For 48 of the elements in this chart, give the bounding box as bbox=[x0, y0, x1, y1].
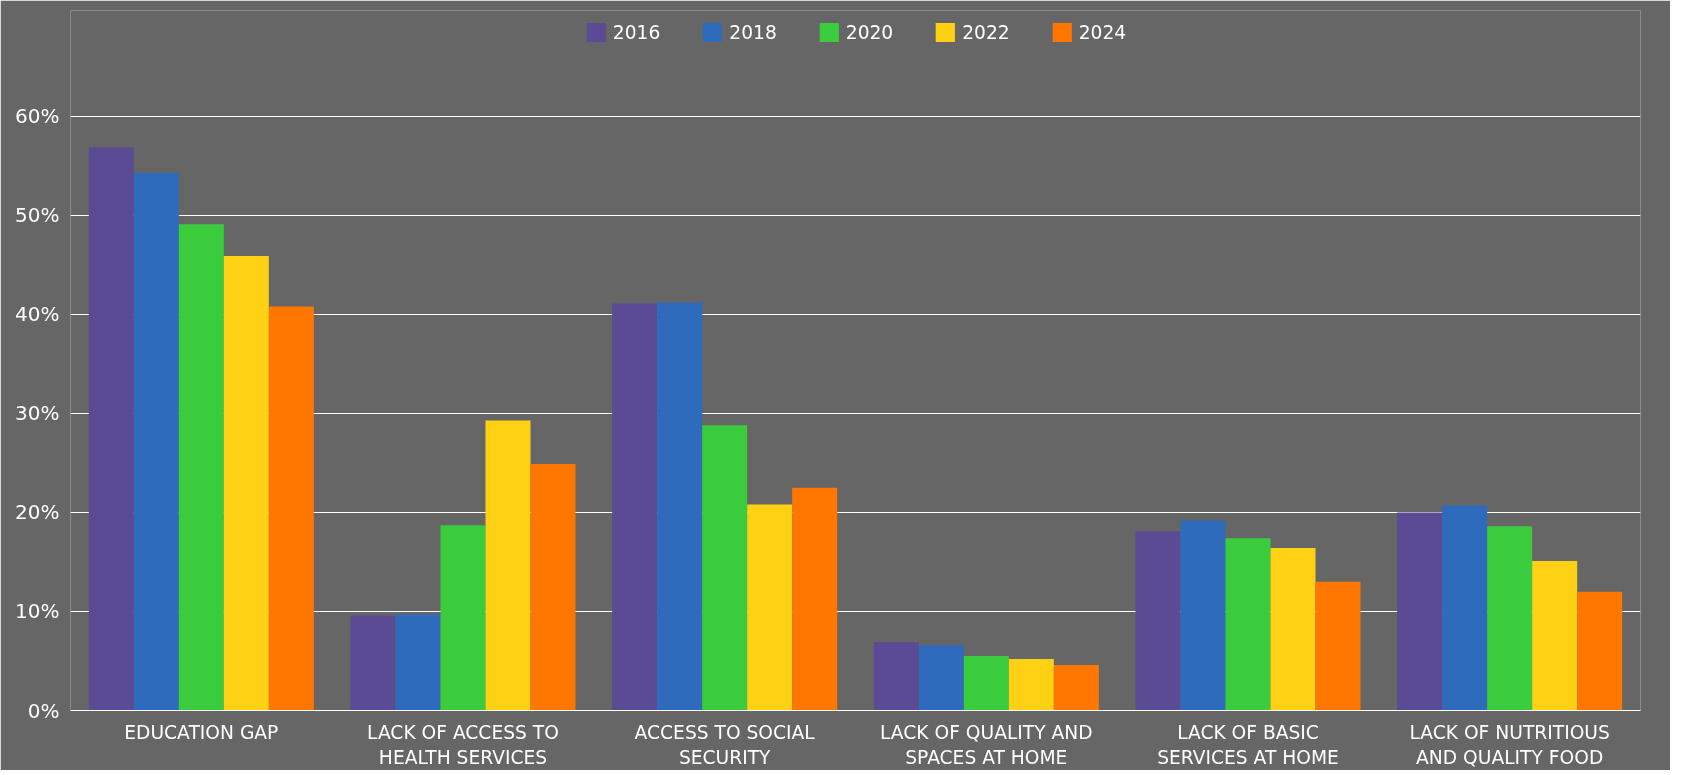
y-tick-label: 30% bbox=[15, 401, 60, 426]
x-tick-label: ACCESS TO SOCIAL SECURITY bbox=[634, 721, 816, 768]
legend-label: 2018 bbox=[729, 21, 777, 43]
bar bbox=[1577, 591, 1623, 711]
bar bbox=[1180, 520, 1226, 711]
x-tick-label: EDUCATION GAP bbox=[124, 721, 279, 743]
bar bbox=[350, 615, 396, 711]
y-tick-label: 0% bbox=[27, 698, 60, 723]
y-tick-label: 10% bbox=[15, 599, 60, 624]
bar bbox=[918, 645, 964, 711]
bar bbox=[612, 303, 658, 711]
y-tick-label: 60% bbox=[15, 104, 60, 129]
legend-label: 2024 bbox=[1078, 21, 1127, 43]
bar bbox=[178, 224, 224, 711]
bar bbox=[1442, 505, 1488, 711]
legend-label: 2022 bbox=[962, 21, 1010, 43]
x-tick-label: LACK OF QUALITY AND SPACES AT HOME bbox=[880, 721, 1093, 768]
bar bbox=[792, 487, 838, 711]
y-tick-label: 20% bbox=[15, 500, 60, 525]
x-tick-label: LACK OF ACCESS TO HEALTH SERVICES bbox=[367, 721, 559, 768]
bar bbox=[1008, 659, 1054, 711]
bar bbox=[1397, 512, 1443, 711]
bar bbox=[963, 656, 1009, 711]
x-tick-label: LACK OF NUTRITIOUS AND QUALITY FOOD bbox=[1409, 721, 1610, 768]
bar bbox=[1315, 581, 1361, 711]
bar bbox=[1532, 561, 1578, 711]
bar bbox=[747, 504, 793, 711]
bar bbox=[133, 172, 179, 711]
bar bbox=[1270, 548, 1316, 711]
legend-label: 2016 bbox=[612, 21, 661, 43]
x-tick-label: LACK OF BASIC SERVICES AT HOME bbox=[1157, 721, 1339, 768]
bar bbox=[702, 425, 748, 711]
bar bbox=[1225, 538, 1271, 711]
bar bbox=[1053, 664, 1099, 711]
bar bbox=[395, 614, 441, 711]
bar bbox=[1135, 531, 1181, 711]
bar bbox=[873, 642, 919, 711]
bar bbox=[485, 420, 531, 711]
bar bbox=[1487, 526, 1533, 711]
y-tick-label: 40% bbox=[15, 302, 60, 327]
bar bbox=[440, 525, 486, 711]
legend-label: 2020 bbox=[845, 21, 894, 43]
bar bbox=[657, 302, 703, 711]
bar bbox=[268, 306, 314, 711]
bar bbox=[88, 147, 134, 711]
bar bbox=[223, 256, 269, 711]
y-tick-label: 50% bbox=[15, 203, 60, 228]
bar bbox=[530, 463, 576, 711]
